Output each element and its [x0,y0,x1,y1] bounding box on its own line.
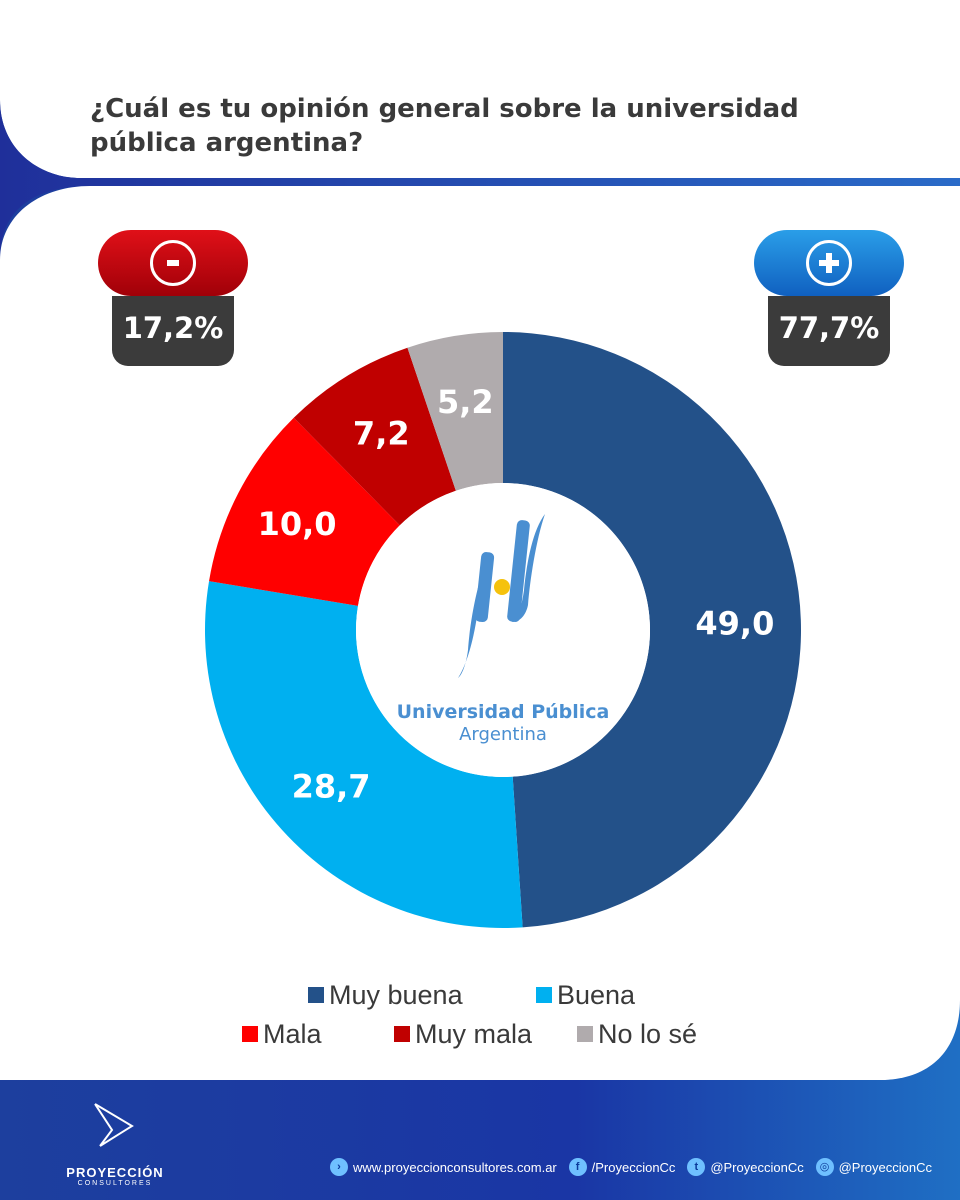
slice-mala [209,417,400,606]
twitter-icon: t [687,1158,706,1176]
sun-icon [494,579,510,595]
logo-left-bar [474,552,495,623]
plus-icon [806,240,852,286]
instagram-text: @ProyeccionCc [838,1159,932,1175]
legend-item-muy-buena: Muy buena [308,978,463,1012]
chart-title: ¿Cuál es tu opinión general sobre la uni… [90,94,799,158]
logo-line-2: Argentina [459,724,547,745]
negative-total: 17,2% [112,296,234,366]
negative-badge: 17,2% [98,230,248,366]
minus-icon [150,240,196,286]
facebook-icon: f [568,1158,587,1176]
facebook-link[interactable]: f /ProyeccionCc [568,1158,676,1176]
center-logo: Universidad Pública Argentina [397,514,610,745]
legend-item-mala: Mala [242,1017,322,1051]
legend-swatch [308,987,324,1003]
slice-muy-mala [293,347,456,526]
donut-hole [356,483,650,777]
legend-swatch [394,1026,410,1042]
donut-chart: 49,0 28,7 10,0 7,2 5,2 Universidad Pública A… [204,332,802,928]
positive-pill [754,230,904,296]
twitter-text: @ProyeccionCc [710,1159,804,1175]
legend-swatch [536,987,552,1003]
donut-slices [204,332,802,928]
legend-label: No lo sé [598,1019,698,1049]
legend-swatch [577,1026,593,1042]
slice-label: 7,2 [353,415,410,453]
positive-total: 77,7% [768,296,890,366]
legend-item-buena: Buena [536,978,635,1012]
logo-right-stroke [512,514,545,622]
legend-label: Mala [263,1019,322,1049]
play-logo-icon [94,1103,134,1147]
logo-line-1: Universidad Pública [397,701,610,723]
footer-brand-sub: CONSULTORES [77,1180,153,1187]
logo-right-bar [507,520,530,622]
slice-labels: 49,0 28,7 10,0 7,2 5,2 [258,383,775,806]
slice-muy-buena [503,332,802,928]
negative-pill [98,230,248,296]
website-link[interactable]: › www.proyeccionconsultores.com.ar [330,1158,557,1176]
social-links: › www.proyeccionconsultores.com.ar f /Pr… [330,1158,932,1176]
slice-no-lo-sé [407,332,503,491]
slice-buena [204,581,523,928]
instagram-icon: ◎ [815,1158,834,1176]
legend-item-no-lo-se: No lo sé [577,1017,697,1051]
facebook-text: /ProyeccionCc [591,1159,676,1175]
positive-badge: 77,7% [754,230,904,366]
slice-label: 5,2 [437,383,494,421]
instagram-link[interactable]: ◎ @ProyeccionCc [815,1158,932,1176]
legend-label: Muy buena [329,980,463,1010]
chevron-right-icon: › [330,1158,348,1176]
legend-swatch [242,1026,258,1042]
legend-label: Buena [557,980,636,1010]
slice-label: 28,7 [292,768,371,806]
legend-item-muy-mala: Muy mala [394,1017,532,1051]
slice-label: 49,0 [695,604,774,642]
slice-label: 10,0 [258,505,337,543]
website-text: www.proyeccionconsultores.com.ar [353,1159,557,1175]
legend-label: Muy mala [415,1019,533,1049]
footer-brand: PROYECCIÓN [66,1165,164,1180]
footer-logo: PROYECCIÓN CONSULTORES [60,1100,170,1187]
twitter-link[interactable]: t @ProyeccionCc [687,1158,804,1176]
